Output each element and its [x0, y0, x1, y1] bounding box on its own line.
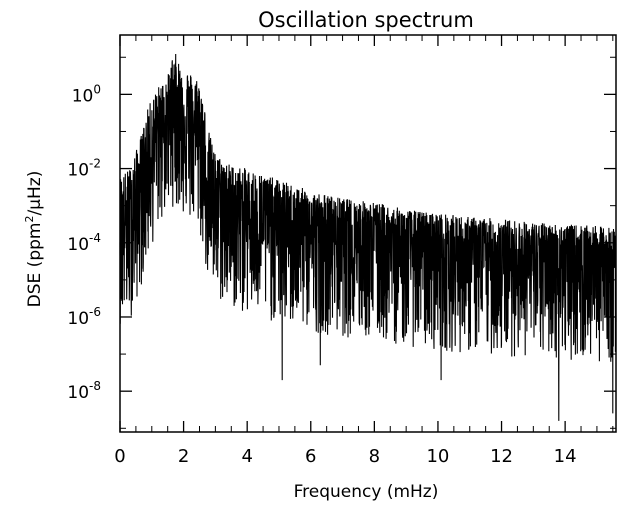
y-tick-label: 100	[72, 82, 101, 106]
y-axis-label-pre: DSE (ppm	[25, 223, 45, 308]
x-tick-label: 2	[178, 446, 189, 467]
x-tick-label: 10	[426, 446, 449, 467]
y-tick-label: 10-6	[67, 305, 101, 329]
y-axis-label: DSE (ppm2/µHz)	[23, 171, 45, 308]
chart-title: Oscillation spectrum	[258, 8, 474, 32]
y-tick-label: 10-2	[67, 157, 101, 181]
x-axis-label: Frequency (mHz)	[294, 482, 439, 502]
axes: 0 2 4 6 8 10 12 14 100 10-2 10-4 10-6 10-8	[67, 34, 617, 467]
y-axis-label-sup: 2	[23, 216, 36, 223]
x-tick-label: 8	[369, 446, 380, 467]
x-tick-label: 0	[114, 446, 125, 467]
y-axis-label-post: /µHz)	[25, 171, 45, 216]
spectrum-line	[119, 53, 617, 421]
x-tick-label: 14	[554, 446, 577, 467]
plot-area	[119, 53, 617, 421]
x-tick-label: 6	[305, 446, 316, 467]
x-tick-label: 4	[241, 446, 252, 467]
y-tick-label: 10-4	[67, 231, 101, 255]
x-tick-label: 12	[490, 446, 513, 467]
plot-frame	[119, 34, 617, 433]
y-tick-label: 10-8	[67, 379, 101, 403]
